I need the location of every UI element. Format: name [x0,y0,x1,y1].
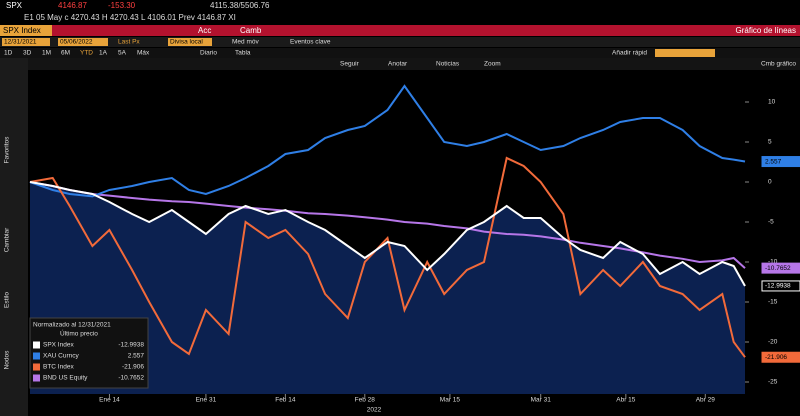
end-date: 05/06/2022 [60,39,93,46]
last-value-label: -12.9938 [765,283,791,290]
legend-swatch [33,352,40,360]
last-value-label: -10.7652 [765,265,791,272]
chart-name: Gráfico de líneas [736,26,796,35]
side-toolbar [0,58,28,416]
y-tick-label: 0 [768,179,772,186]
security-field[interactable] [0,25,52,36]
period-button[interactable]: 6M [61,50,70,57]
chart-tool[interactable]: Zoom [484,61,501,68]
chart-tool[interactable]: Noticias [436,61,460,68]
last-value-label: 2.557 [765,158,782,165]
area [30,182,745,394]
side-tab[interactable]: Cambiar [4,227,11,252]
x-tick-label: Mar 15 [440,397,461,404]
x-tick-label: Ene 14 [99,397,120,404]
range: 4115.38/5506.76 [210,1,270,10]
side-tab[interactable]: Nodos [4,350,11,370]
moving-avg[interactable]: Med móv [232,39,259,46]
chart-tool[interactable]: Anotar [388,61,408,68]
legend-value: -10.7652 [118,375,144,382]
events[interactable]: Eventos clave [290,39,331,46]
currency-menu[interactable]: Camb [240,26,262,35]
last-value-box [761,351,800,363]
start-date: 12/31/2021 [4,39,37,46]
chart-toolbar [0,58,800,70]
period-button[interactable]: 1A [99,50,108,57]
currency-mode-field[interactable] [168,38,212,46]
y-tick-label: -20 [768,339,778,346]
period-button[interactable]: YTD [80,50,93,57]
legend-swatch [33,363,40,371]
legend-swatch [33,341,40,349]
settings-bar [0,37,800,47]
line [29,156,746,358]
ticker: SPX [6,1,23,10]
quick-add[interactable]: Añadir rápid [612,50,647,57]
last-value-label: -21.906 [765,354,787,361]
legend-value: -21.906 [122,364,144,371]
legend-label: BND US Equity [43,375,88,382]
x-tick-label: Feb 14 [275,397,296,404]
line [29,181,746,287]
currency-mode: Divisa local [170,39,203,46]
x-tick-label: Ene 31 [196,397,217,404]
chart-tool[interactable]: Seguir [340,61,360,68]
x-axis-label: 2022 [367,407,382,414]
table[interactable]: Tabla [235,50,251,57]
period-bar [0,48,800,58]
x-tick-label: Mar 31 [531,397,552,404]
actions-menu[interactable]: Acc [198,26,211,35]
frequency[interactable]: Diario [200,50,217,57]
legend-title: Normalizado al 12/31/2021 [33,322,111,329]
y-tick-label: -10 [768,259,778,266]
last-value-box [761,280,800,292]
x-tick-label: Abr 15 [616,397,636,404]
side-tab[interactable]: Estilo [4,292,11,308]
price: 4146.87 [58,1,87,10]
template-field[interactable] [655,49,715,57]
x-tick-label: Abr 29 [696,397,716,404]
start-date-field[interactable] [2,38,50,46]
period-button[interactable]: 1M [42,50,51,57]
chart-options[interactable]: Cmb gráfico [761,61,796,68]
legend-label: SPX Index [43,342,74,349]
legend [29,317,149,389]
legend-label: BTC Index [43,364,74,371]
period-button[interactable]: 5A [118,50,127,57]
y-tick-label: 5 [768,139,772,146]
legend-subtitle: Último precio [60,329,98,338]
legend-value: 2.557 [128,353,145,360]
last-value-box [761,262,800,274]
period-button[interactable]: 1D [4,50,13,57]
y-tick-label: -15 [768,299,778,306]
end-date-field[interactable] [58,38,108,46]
period-button[interactable]: 3D [23,50,32,57]
legend-value: -12.9938 [118,342,144,349]
line [29,84,746,198]
x-tick-label: Feb 28 [355,397,376,404]
security: SPX Index [3,26,41,35]
period-button[interactable]: Máx [137,50,150,57]
field[interactable]: Last Px [118,39,140,46]
side-tab[interactable]: Favoritos [4,136,11,163]
y-tick-label: 10 [768,99,776,106]
y-tick-label: -5 [768,219,774,226]
security-bar [0,25,800,36]
legend-swatch [33,374,40,382]
legend-label: XAU Curncy [43,353,80,360]
change: -153.30 [108,1,136,10]
last-value-box [761,156,800,168]
y-tick-label: -25 [768,379,778,386]
quote-line: E1 05 May c 4270.43 H 4270.43 L 4106.01 … [24,13,236,22]
